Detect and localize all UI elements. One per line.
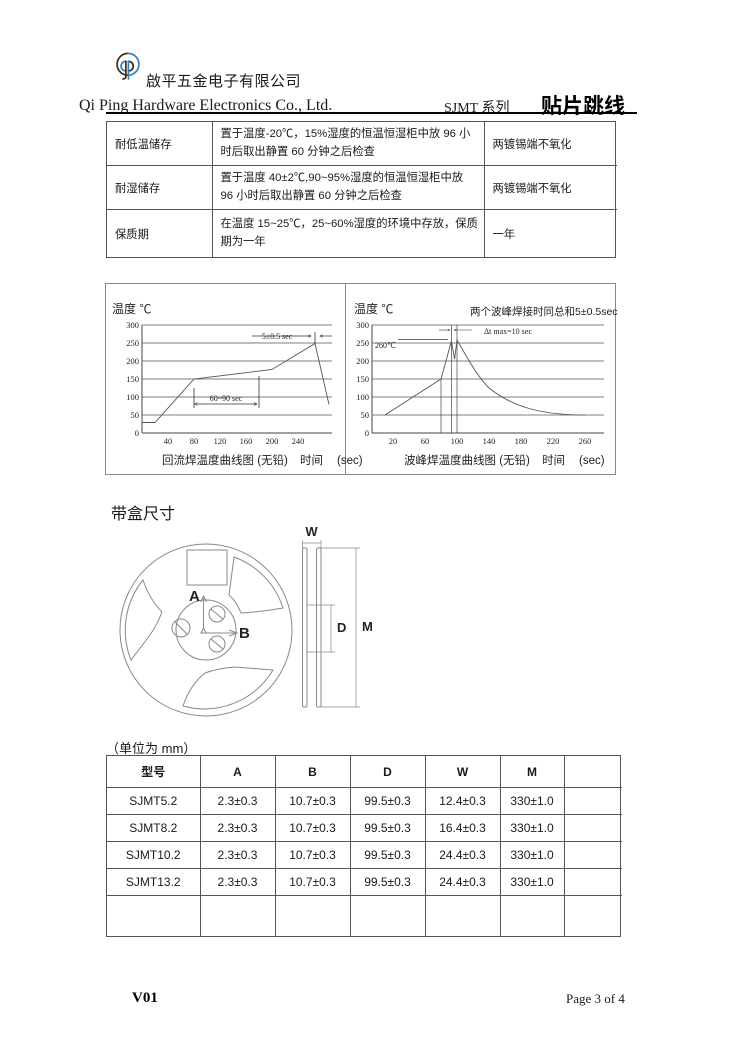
svg-text:M: M <box>362 619 373 634</box>
svg-text:200: 200 <box>356 356 369 366</box>
svg-text:Δt max=10 sec: Δt max=10 sec <box>484 327 532 336</box>
svg-text:5±0.5 sec: 5±0.5 sec <box>262 332 293 341</box>
svg-text:100: 100 <box>126 392 139 402</box>
svg-text:220: 220 <box>547 436 560 446</box>
svg-text:260℃: 260℃ <box>375 341 396 350</box>
svg-text:100: 100 <box>451 436 464 446</box>
svg-text:W: W <box>305 525 318 539</box>
svg-text:80: 80 <box>190 436 199 446</box>
svg-text:100: 100 <box>356 392 369 402</box>
svg-text:200: 200 <box>266 436 279 446</box>
svg-text:50: 50 <box>131 410 140 420</box>
svg-text:180: 180 <box>515 436 528 446</box>
svg-text:160: 160 <box>240 436 253 446</box>
svg-text:50: 50 <box>361 410 370 420</box>
svg-text:D: D <box>337 620 346 635</box>
svg-text:260: 260 <box>579 436 592 446</box>
svg-text:250: 250 <box>356 338 369 348</box>
svg-text:150: 150 <box>126 374 139 384</box>
svg-text:300: 300 <box>356 320 369 330</box>
svg-text:20: 20 <box>389 436 398 446</box>
svg-text:A: A <box>189 588 200 605</box>
svg-text:120: 120 <box>214 436 227 446</box>
svg-text:40: 40 <box>164 436 173 446</box>
svg-text:250: 250 <box>126 338 139 348</box>
svg-text:240: 240 <box>292 436 305 446</box>
svg-text:0: 0 <box>365 428 369 438</box>
svg-text:60~90 sec: 60~90 sec <box>210 394 243 403</box>
svg-text:300: 300 <box>126 320 139 330</box>
svg-text:200: 200 <box>126 356 139 366</box>
svg-text:140: 140 <box>483 436 496 446</box>
svg-text:150: 150 <box>356 374 369 384</box>
svg-text:60: 60 <box>421 436 430 446</box>
svg-text:0: 0 <box>135 428 139 438</box>
svg-text:B: B <box>239 625 250 642</box>
